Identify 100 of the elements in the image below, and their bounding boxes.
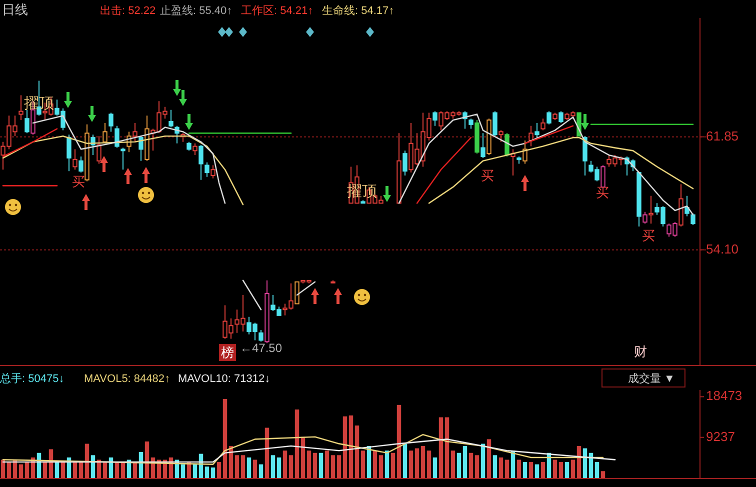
bar <box>438 417 444 478</box>
bar <box>24 462 30 478</box>
bar <box>60 462 66 478</box>
bar <box>144 441 150 478</box>
line-series <box>2 438 616 463</box>
text: 工作区: 54.21↑ <box>241 5 314 17</box>
bar <box>486 439 492 478</box>
bar <box>522 462 528 478</box>
bar <box>456 452 462 478</box>
bar <box>504 460 510 478</box>
bar <box>294 409 300 478</box>
bar <box>222 398 228 478</box>
bar <box>246 457 252 478</box>
bar <box>276 457 282 478</box>
bar <box>570 460 576 478</box>
bar <box>474 455 480 478</box>
bar <box>384 450 390 478</box>
bar <box>354 426 360 478</box>
bar <box>564 462 570 478</box>
bar <box>72 462 78 478</box>
y-tick-label: 54.10 <box>706 241 739 256</box>
bar <box>528 462 534 478</box>
bar <box>312 452 318 478</box>
annotation: 榜 <box>221 345 234 360</box>
text: 总手: 50475↓ <box>0 372 64 385</box>
bar <box>558 462 564 478</box>
line-series <box>2 135 244 206</box>
annotation: 财 <box>634 344 647 359</box>
text: 生命线: 54.17↑ <box>322 4 394 17</box>
annotation: 买 <box>481 168 494 183</box>
bar <box>114 462 120 478</box>
bar <box>282 450 288 478</box>
bar <box>336 455 342 478</box>
text: 止盈线: 55.40↑ <box>160 4 232 17</box>
text: MAVOL5: 84482↑ <box>84 373 170 385</box>
bar <box>240 455 246 478</box>
bar <box>420 446 426 478</box>
bar <box>480 444 486 478</box>
bar <box>42 462 48 478</box>
annotation: 买 <box>72 174 85 189</box>
bar <box>372 450 378 478</box>
bar <box>204 466 210 478</box>
bar <box>306 450 312 478</box>
bar <box>342 416 348 478</box>
bar <box>450 450 456 478</box>
annotation: 买 <box>642 228 655 243</box>
bar <box>300 436 306 478</box>
bar <box>108 457 114 478</box>
bar <box>516 460 522 478</box>
bar <box>426 450 432 478</box>
bar <box>264 428 270 478</box>
bar <box>348 415 354 478</box>
bar <box>216 462 222 478</box>
bar <box>258 464 264 478</box>
bar <box>192 464 198 478</box>
bar <box>540 462 546 478</box>
y-tick-label: 9237 <box>706 428 735 444</box>
bar <box>414 448 420 478</box>
bar <box>588 452 594 478</box>
bar <box>600 471 606 478</box>
annotation: 买 <box>596 185 609 200</box>
bar <box>432 457 438 478</box>
y-tick-label: 18473 <box>706 388 742 404</box>
text: MAVOL10: 71312↓ <box>178 373 270 385</box>
bar <box>498 457 504 478</box>
bar <box>582 448 588 478</box>
bar <box>0 460 6 478</box>
bar <box>390 452 396 478</box>
bar <box>402 444 408 478</box>
bar <box>6 462 12 478</box>
bar <box>120 462 126 478</box>
y-tick-label: 61.85 <box>706 128 739 144</box>
bar <box>78 462 84 478</box>
line-series <box>2 434 604 465</box>
bar <box>396 404 402 478</box>
text: 成交量 ▼ <box>628 372 675 385</box>
chart-title: 日线 <box>2 2 28 17</box>
text: 出击: 52.22 <box>100 4 156 17</box>
bar <box>54 462 60 478</box>
bar <box>180 464 186 478</box>
bar <box>534 464 540 478</box>
bar <box>462 446 468 478</box>
bar <box>360 450 366 478</box>
bar <box>324 450 330 478</box>
bar <box>18 464 24 478</box>
bar <box>552 460 558 478</box>
annotation: ←47.50 <box>240 341 282 355</box>
bar <box>234 455 240 478</box>
bar <box>330 455 336 478</box>
bar <box>252 460 258 478</box>
bar <box>90 455 96 478</box>
bar <box>444 417 450 478</box>
bar <box>288 455 294 478</box>
bar <box>210 467 216 478</box>
bar <box>594 462 600 478</box>
bar <box>102 462 108 478</box>
bar <box>84 444 90 478</box>
bar <box>318 452 324 478</box>
bar <box>468 452 474 478</box>
bar <box>492 455 498 478</box>
